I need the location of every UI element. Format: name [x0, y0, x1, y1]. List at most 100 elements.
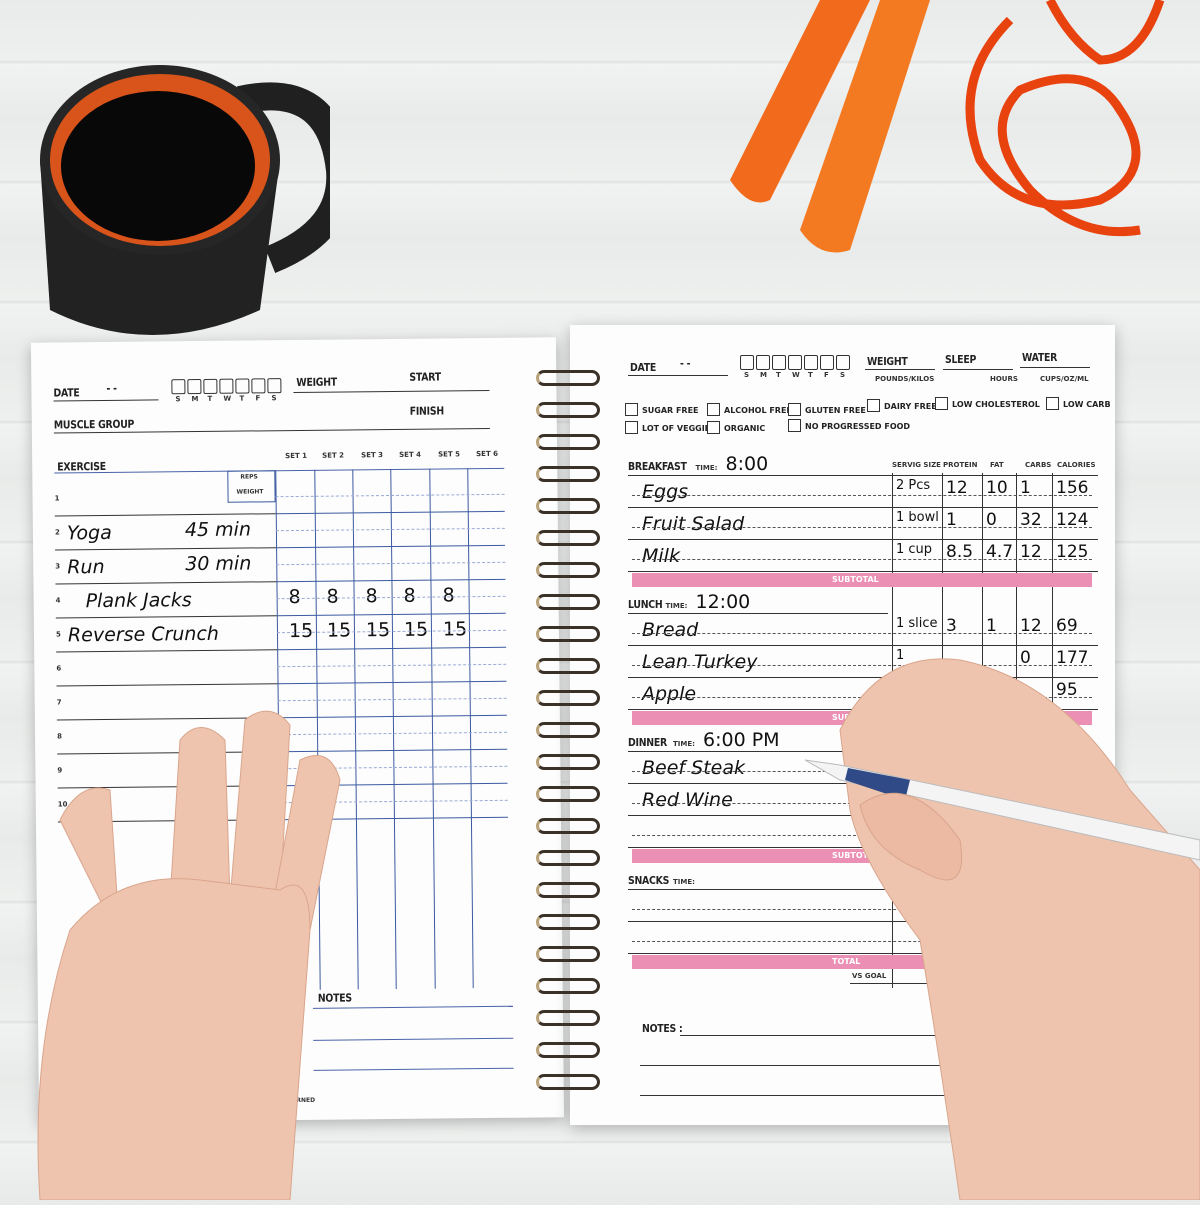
vs-goal-label: VS GOAL: [852, 972, 887, 980]
row-number: 5: [55, 630, 61, 639]
total-label: TOTAL: [832, 957, 861, 966]
checkbox-label: LOW CARB: [1063, 400, 1111, 409]
notes-label: NOTES :: [642, 1022, 683, 1035]
nutrition-value: 32: [1020, 510, 1042, 530]
spiral-ring: [536, 882, 600, 898]
weekday-selector[interactable]: S M T W T F S: [740, 355, 860, 381]
nutrition-value: 1 slice: [896, 616, 938, 631]
exercise-name: Run: [67, 556, 105, 579]
spiral-ring: [536, 562, 600, 578]
spiral-binding: [532, 370, 607, 1110]
spiral-ring: [536, 594, 600, 610]
date-value: - -: [680, 357, 691, 370]
time-label: TIME:: [673, 878, 695, 886]
meal-label: BREAKFAST: [628, 460, 687, 473]
food-name: Lean Turkey: [642, 651, 758, 673]
nutrition-value: 2 Pcs: [896, 478, 931, 493]
spiral-ring: [536, 402, 600, 418]
day-letter: F: [255, 394, 261, 403]
weight-label: WEIGHT: [867, 355, 908, 368]
subtotal-bar: [632, 573, 1092, 587]
nutrition-value: 1: [986, 616, 997, 636]
diet-checkbox[interactable]: DAIRY FREE: [867, 399, 967, 414]
nutrition-value: 1: [896, 648, 905, 663]
water-unit: CUPS/OZ/ML: [1040, 375, 1089, 383]
set-header: SET 3: [361, 451, 384, 460]
nutrition-value: 124: [1056, 510, 1089, 530]
day-letter: S: [175, 395, 181, 404]
food-row[interactable]: Lean Turkey 1 0 177: [628, 645, 1098, 677]
nutrition-value: 125: [1056, 542, 1089, 562]
finish-label: FINISH: [409, 404, 444, 418]
day-letter: S: [744, 371, 750, 379]
row-number: 3: [55, 562, 61, 571]
set-header: SET 4: [399, 450, 422, 459]
right-hand-with-pen: [800, 640, 1200, 1201]
spiral-ring: [536, 466, 600, 482]
set-header: SET 6: [476, 449, 499, 459]
diet-checkbox[interactable]: LOW CARB: [1046, 397, 1146, 412]
food-row[interactable]: Red Wine: [628, 783, 1098, 815]
day-letter: S: [840, 371, 846, 379]
day-letter: M: [191, 395, 199, 404]
diet-checkbox[interactable]: GLUTEN FREE: [788, 403, 888, 418]
food-row[interactable]: Milk 1 cup 8.5 4.7 12 125: [628, 539, 1098, 571]
time-label: TIME:: [673, 740, 695, 748]
diet-checkbox[interactable]: LOW CHOLESTEROL: [935, 397, 1040, 412]
date-value: - -: [106, 381, 117, 395]
nutrition-value: 8.5: [946, 542, 974, 562]
spiral-ring: [536, 722, 600, 738]
spiral-ring: [536, 786, 600, 802]
time-label: TIME:: [665, 602, 688, 610]
column-header: CALORIES: [1057, 461, 1096, 469]
diet-checkbox[interactable]: ALCOHOL FREE: [707, 403, 807, 418]
day-letter: W: [223, 394, 232, 403]
meal-label: LUNCH: [628, 598, 663, 611]
spiral-ring: [536, 850, 600, 866]
set-header: SET 1: [285, 451, 308, 461]
weekday-selector[interactable]: S M T W T F S: [171, 378, 291, 405]
column-header: SERVIG SIZE: [892, 461, 941, 469]
coffee-mug: [30, 60, 355, 340]
spiral-ring: [536, 626, 600, 642]
day-letter: F: [824, 371, 829, 379]
spiral-ring: [536, 498, 600, 514]
food-name: Bread: [642, 619, 699, 641]
date-label: DATE: [630, 361, 657, 374]
left-hand: [0, 700, 360, 1201]
nutrition-value: 12: [946, 478, 968, 498]
food-row[interactable]: Apple 95: [628, 677, 1098, 709]
day-letter: S: [271, 394, 277, 403]
exercise-detail: 30 min: [185, 552, 252, 576]
food-row[interactable]: Beef Steak: [628, 751, 1098, 783]
nutrition-value: 156: [1056, 478, 1089, 498]
start-label: START: [409, 370, 441, 384]
diet-checkbox[interactable]: ORGANIC: [707, 421, 807, 436]
food-row[interactable]: Fruit Salad 1 bowl 1 0 32 124: [628, 507, 1098, 539]
food-name: Apple: [642, 683, 697, 705]
food-row[interactable]: Bread 1 slice 3 1 12 69: [628, 613, 1098, 645]
day-letter: T: [776, 371, 781, 379]
nutrition-value: 4.7: [986, 542, 1014, 562]
row-number: 4: [55, 596, 61, 605]
food-row[interactable]: Eggs 2 Pcs 12 10 1 156: [628, 475, 1098, 507]
checkbox-label: LOT OF VEGGIES: [642, 424, 716, 433]
diet-checkbox[interactable]: LOT OF VEGGIES: [625, 421, 725, 436]
spiral-ring: [536, 370, 600, 386]
exercise-name: Yoga: [66, 521, 112, 545]
food-name: Red Wine: [642, 789, 733, 811]
spiral-ring: [536, 1074, 600, 1090]
diet-checkbox[interactable]: NO PROGRESSED FOOD: [788, 419, 910, 434]
nutrition-value: 0: [1020, 648, 1031, 668]
checkbox-label: ALCOHOL FREE: [724, 406, 792, 415]
food-name: Milk: [642, 545, 680, 567]
nutrition-value: 177: [1056, 648, 1089, 668]
weight-label: WEIGHT: [296, 375, 337, 389]
column-header: CARBS: [1025, 461, 1052, 469]
nutrition-value: 1: [1020, 478, 1031, 498]
day-letter: T: [207, 394, 213, 403]
spiral-ring: [536, 1010, 600, 1026]
diet-checkbox[interactable]: SUGAR FREE: [625, 403, 725, 418]
spiral-ring: [536, 754, 600, 770]
spiral-ring: [536, 978, 600, 994]
